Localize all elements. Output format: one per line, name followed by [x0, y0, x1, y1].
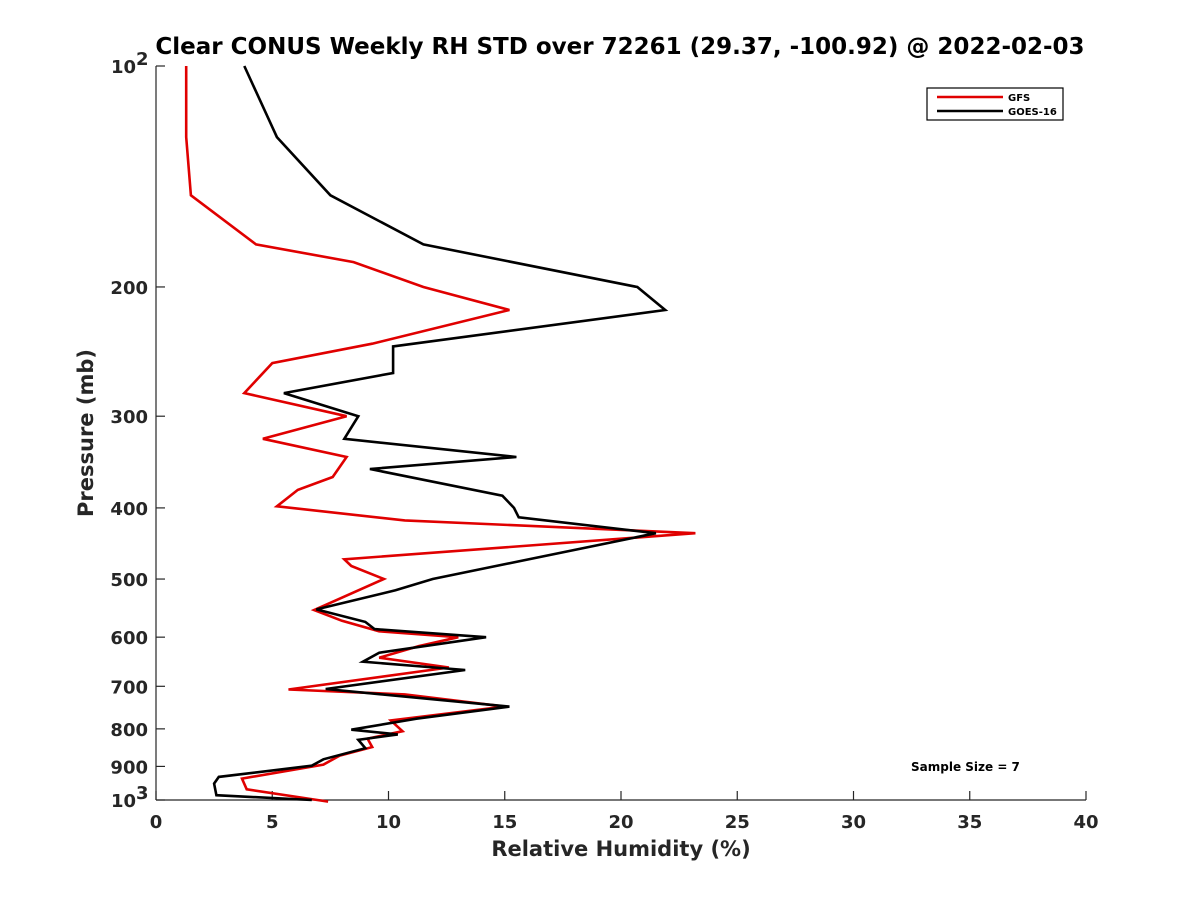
y-tick-label: 500: [110, 570, 148, 591]
x-tick-label: 25: [725, 812, 750, 833]
x-tick-label: 15: [492, 812, 517, 833]
x-tick-label: 30: [841, 812, 866, 833]
x-tick-label: 35: [957, 812, 982, 833]
x-axis-title: Relative Humidity (%): [491, 837, 750, 861]
legend-label-gfs: GFS: [1008, 93, 1030, 104]
y-tick-exponent: 3: [136, 783, 149, 804]
y-tick-label: 800: [110, 720, 148, 741]
y-tick-label: 300: [110, 407, 148, 428]
y-tick-label: 200: [110, 278, 148, 299]
chart-title: Clear CONUS Weekly RH STD over 72261 (29…: [155, 34, 1084, 60]
legend-box: [926, 87, 1064, 121]
series-layer: [184, 65, 696, 803]
y-tick-exponent: 2: [136, 49, 149, 70]
x-tick-label: 5: [266, 812, 279, 833]
y-tick-label: 600: [110, 628, 148, 649]
y-tick-label: 700: [110, 677, 148, 698]
y-tick-label: 10: [111, 791, 136, 812]
legend: GFS GOES-16: [926, 87, 1064, 121]
y-axis-title: Pressure (mb): [74, 349, 98, 517]
y-tick-label: 400: [110, 499, 148, 520]
x-tick-label: 0: [150, 812, 163, 833]
series-line-gfs: [184, 66, 696, 803]
sample-size-annotation: Sample Size = 7: [911, 760, 1020, 774]
y-tick-label: 900: [110, 757, 148, 778]
x-tick-label: 10: [376, 812, 401, 833]
legend-label-goes16: GOES-16: [1008, 107, 1057, 118]
y-tick-label: 10: [111, 57, 136, 78]
series-line-goes16: [212, 65, 669, 802]
x-ticks: 0 5 10 15 20 25 30 35 40: [150, 791, 1099, 833]
x-tick-label: 20: [608, 812, 633, 833]
x-tick-label: 40: [1073, 812, 1098, 833]
